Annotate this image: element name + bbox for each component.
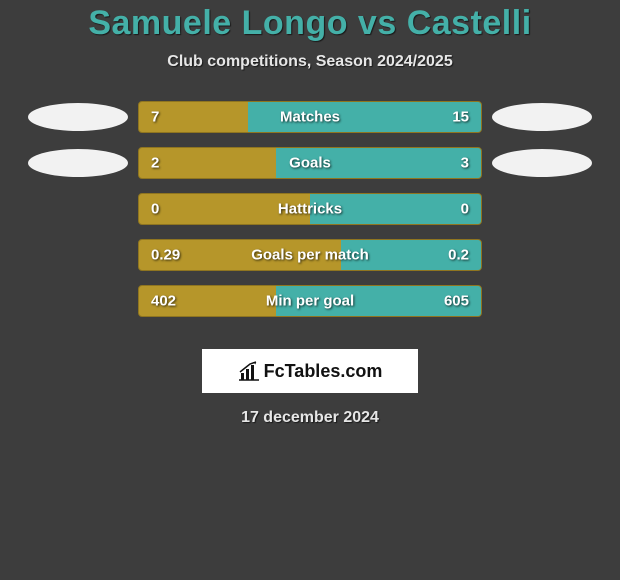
stat-value-left: 402	[151, 293, 176, 310]
logo-box: FcTables.com	[202, 349, 418, 393]
comparison-container: Samuele Longo vs Castelli Club competiti…	[0, 0, 620, 427]
stat-row: 2 Goals 3	[18, 147, 602, 179]
stat-bar: 0.29 Goals per match 0.2	[138, 239, 482, 271]
stat-label: Hattricks	[278, 201, 342, 218]
stat-value-right: 3	[461, 155, 469, 172]
page-title: Samuele Longo vs Castelli	[88, 4, 531, 43]
stat-label: Goals per match	[251, 247, 369, 264]
stat-value-left: 0	[151, 201, 159, 218]
date-label: 17 december 2024	[241, 409, 379, 427]
stat-value-right: 0	[461, 201, 469, 218]
stat-label: Goals	[289, 155, 331, 172]
stat-label: Matches	[280, 109, 340, 126]
stat-bar: 2 Goals 3	[138, 147, 482, 179]
stat-label: Min per goal	[266, 293, 354, 310]
stat-rows: 7 Matches 15 2 Goals 3 0 Hattricks 0 0.29 Goals pe…	[18, 101, 602, 331]
left-oval-slot	[18, 103, 138, 131]
stat-row: 402 Min per goal 605	[18, 285, 602, 317]
stat-value-left: 7	[151, 109, 159, 126]
stat-row: 0 Hattricks 0	[18, 193, 602, 225]
stat-bar: 0 Hattricks 0	[138, 193, 482, 225]
stat-value-right: 15	[452, 109, 469, 126]
player-right-marker	[492, 103, 592, 131]
stat-value-right: 605	[444, 293, 469, 310]
player-right-marker	[492, 149, 592, 177]
page-subtitle: Club competitions, Season 2024/2025	[167, 53, 452, 71]
left-oval-slot	[18, 149, 138, 177]
player-left-marker	[28, 149, 128, 177]
stat-bar: 7 Matches 15	[138, 101, 482, 133]
logo-text: FcTables.com	[264, 361, 383, 382]
chart-icon	[238, 361, 260, 381]
stat-value-right: 0.2	[448, 247, 469, 264]
right-oval-slot	[482, 149, 602, 177]
stat-row: 7 Matches 15	[18, 101, 602, 133]
right-oval-slot	[482, 103, 602, 131]
stat-value-left: 2	[151, 155, 159, 172]
stat-bar: 402 Min per goal 605	[138, 285, 482, 317]
stat-row: 0.29 Goals per match 0.2	[18, 239, 602, 271]
player-left-marker	[28, 103, 128, 131]
stat-value-left: 0.29	[151, 247, 180, 264]
